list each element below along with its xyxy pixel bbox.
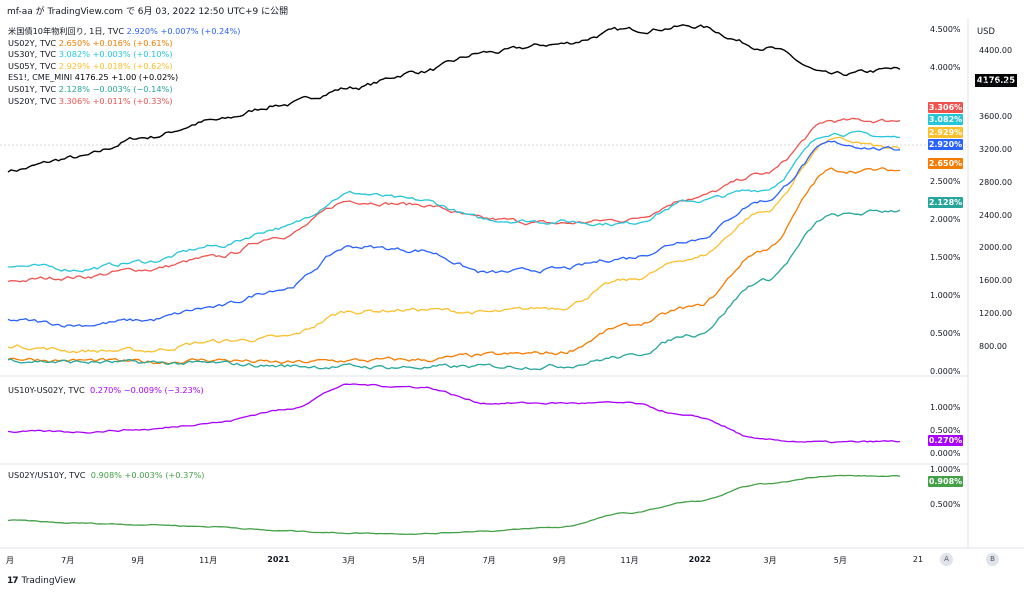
legend-series-value: 4176.25 +1.00 (+0.02%) — [74, 72, 179, 83]
last-value-tag: 0.908% — [928, 476, 963, 487]
price-axis-tick: 800.00 — [979, 342, 1007, 352]
price-axis-tick: 1200.00 — [979, 309, 1013, 319]
series-line-10-1-tvc — [7, 140, 901, 328]
time-axis-tick: 3月 — [342, 556, 356, 565]
legend-series-name: US20Y, TVC — [8, 95, 59, 106]
series-line-es1-cme-mini — [7, 24, 901, 173]
last-value-tag: 2.128% — [928, 197, 963, 208]
legend-series-value: 3.306% +0.011% (+0.33%) — [58, 95, 173, 106]
price-axis-tick: 2000.00 — [979, 243, 1013, 253]
time-axis-tick: 2022 — [688, 555, 711, 564]
ratio-legend-name: US02Y/US10Y, TVC — [8, 470, 86, 480]
time-axis-tick: 7月 — [61, 556, 75, 565]
price-axis-tick: 2800.00 — [979, 177, 1013, 187]
price-axis-tick: 4000.00 — [979, 78, 1013, 88]
series-line-us20y-tvc — [7, 117, 901, 283]
legend-series-value: 2.920% +0.007% (+0.24%) — [126, 26, 241, 36]
currency-label: USD — [977, 26, 995, 36]
publish-header: mf-aa が TradingView.com で 6月 03, 2022 12… — [0, 0, 1024, 18]
legend-series-name: US01Y, TVC — [8, 83, 59, 94]
yield-axis-tick: 1.500% — [930, 252, 961, 262]
legend-series-name: US05Y, TVC — [8, 60, 59, 71]
time-axis-tick: 7月 — [482, 556, 496, 565]
auto-scale-button[interactable]: A — [940, 553, 953, 566]
spread-legend-value: 0.270% −0.009% (−3.23%) — [89, 385, 204, 395]
series-line-us30y-tvc — [7, 130, 901, 273]
series-line-us01y-tvc — [7, 209, 901, 371]
legend-row[interactable]: 米国債10年物利回り, 1日, TVC 2.920% +0.007% (+0.2… — [8, 26, 240, 38]
time-axis-tick: 2021 — [267, 555, 290, 564]
spread-legend: US10Y-US02Y, TVC 0.270% −0.009% (−3.23%) — [8, 385, 204, 395]
yield-axis-tick: 2.000% — [930, 214, 961, 224]
time-axis-tick: 21 — [912, 555, 924, 564]
yield-axis-tick: 0.500% — [930, 328, 961, 338]
legend-row[interactable]: US30Y, TVC 3.082% +0.003% (+0.10%) — [8, 49, 240, 61]
time-axis-tick: 5月 — [412, 556, 426, 565]
series-line-us05y-tvc — [7, 136, 901, 354]
legend-series-value: 3.082% +0.003% (+0.10%) — [58, 49, 173, 60]
price-axis-tick: 3200.00 — [979, 144, 1013, 154]
price-axis-tick: 1600.00 — [979, 276, 1013, 286]
legend-series-value: 2.929% +0.018% (+0.62%) — [58, 60, 173, 71]
time-axis-tick: 3月 — [763, 556, 777, 565]
spread-axis-tick: 0.500% — [930, 425, 961, 435]
yield-axis-tick: 0.000% — [930, 367, 961, 376]
publish-header-text: mf-aa が TradingView.com で 6月 03, 2022 12… — [7, 7, 289, 17]
last-value-tag: 2.920% — [928, 139, 963, 150]
yield-axis-tick: 1.000% — [930, 290, 961, 300]
yield-axis-tick: 2.500% — [930, 176, 961, 186]
time-axis-tick: 11月 — [620, 556, 639, 565]
legend-series-value: 2.128% −0.003% (−0.14%) — [58, 83, 173, 94]
main-legend: 米国債10年物利回り, 1日, TVC 2.920% +0.007% (+0.2… — [8, 26, 240, 107]
legend-row[interactable]: US05Y, TVC 2.929% +0.018% (+0.62%) — [8, 61, 240, 73]
last-value-tag: 3.082% — [928, 114, 963, 125]
last-value-tag: 3.306% — [928, 102, 963, 113]
ratio-axis-tick: 1.000% — [930, 465, 961, 474]
legend-series-name: 米国債10年物利回り, 1日, TVC — [8, 26, 127, 36]
tradingview-logo-icon: 17 — [7, 576, 18, 586]
legend-series-name: US30Y, TVC — [8, 49, 59, 60]
legend-series-name: ES1!, CME_MINI — [8, 72, 75, 83]
series-line-us02y-tvc — [7, 167, 901, 365]
last-value-tag: 0.270% — [928, 435, 963, 446]
spread-legend-name: US10Y-US02Y, TVC — [8, 385, 85, 395]
time-axis-tick: 11月 — [199, 556, 218, 565]
footer-brand: 17 TradingView — [7, 576, 76, 586]
price-axis-tick: 4400.00 — [979, 45, 1013, 55]
legend-row[interactable]: US02Y, TVC 2.650% +0.016% (+0.61%) — [8, 38, 240, 50]
legend-series-value: 2.650% +0.016% (+0.61%) — [58, 37, 173, 48]
time-axis-tick: 9月 — [131, 556, 145, 565]
ratio-axis-tick: 0.500% — [930, 500, 961, 509]
legend-series-name: US02Y, TVC — [8, 37, 59, 48]
yield-axis-tick: 4.500% — [930, 24, 961, 34]
yield-axis-tick: 4.000% — [930, 62, 961, 72]
chart-canvas[interactable] — [0, 18, 1024, 573]
time-axis-tick: 5月 — [833, 556, 847, 565]
series-line-us02y-us10y-tvc — [7, 474, 901, 536]
legend-row[interactable]: US20Y, TVC 3.306% +0.011% (+0.33%) — [8, 96, 240, 108]
spread-axis-tick: 1.000% — [930, 402, 961, 412]
last-value-tag: 2.650% — [928, 158, 963, 169]
legend-row[interactable]: ES1!, CME_MINI 4176.25 +1.00 (+0.02%) — [8, 72, 240, 84]
ratio-legend: US02Y/US10Y, TVC 0.908% +0.003% (+0.37%) — [8, 470, 205, 480]
price-axis-tick: 2400.00 — [979, 210, 1013, 220]
legend-row[interactable]: US01Y, TVC 2.128% −0.003% (−0.14%) — [8, 84, 240, 96]
ratio-legend-value: 0.908% +0.003% (+0.37%) — [90, 470, 205, 480]
brand-name: TradingView — [21, 576, 76, 586]
last-value-tag: 2.929% — [928, 127, 963, 138]
log-scale-button[interactable]: B — [986, 553, 999, 566]
es-price-tag: 4176.25 — [975, 74, 1017, 87]
price-axis-tick: 3600.00 — [979, 111, 1013, 121]
spread-axis-tick: 0.000% — [930, 449, 961, 458]
time-axis-tick: 9月 — [552, 556, 566, 565]
time-axis-tick: 月 — [6, 556, 14, 565]
series-line-us10y-us02y-tvc — [7, 383, 901, 444]
